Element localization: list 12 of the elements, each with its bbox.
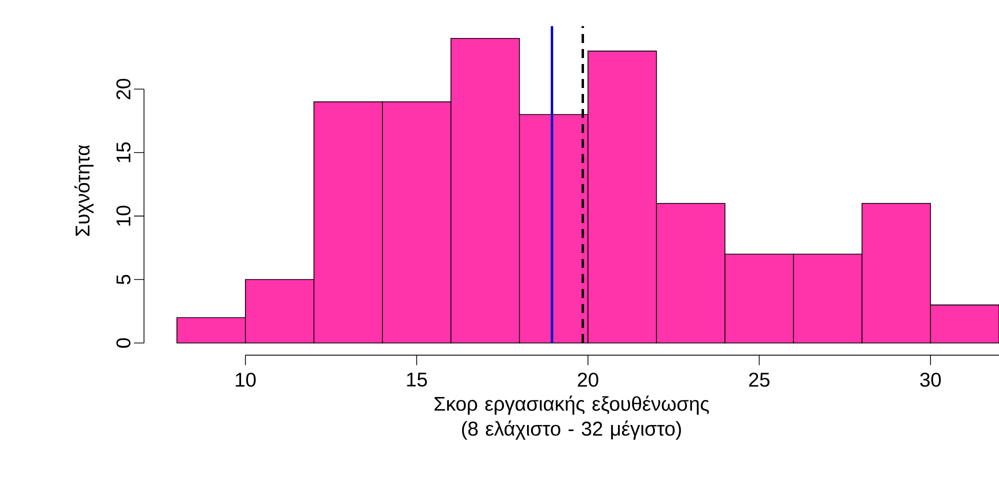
y-axis-title: Συχνότητα	[74, 145, 94, 236]
y-tick-label: 0	[116, 338, 130, 348]
x-axis-title: Σκορ εργασιακής εξουθένωσης (8 ελάχιστο - 32 μέγιστο)	[434, 396, 709, 440]
x-tick-label: 25	[749, 372, 770, 387]
x-tick-label: 20	[578, 372, 598, 387]
y-tick-label: 15	[116, 142, 130, 162]
y-tick-label: 5	[116, 274, 130, 284]
x-tick-label: 15	[407, 372, 427, 387]
x-tick-label: 10	[236, 372, 256, 387]
y-tick-label: 10	[116, 206, 130, 226]
x-tick-label: 30	[920, 372, 941, 387]
y-tick-label: 20	[116, 78, 130, 100]
